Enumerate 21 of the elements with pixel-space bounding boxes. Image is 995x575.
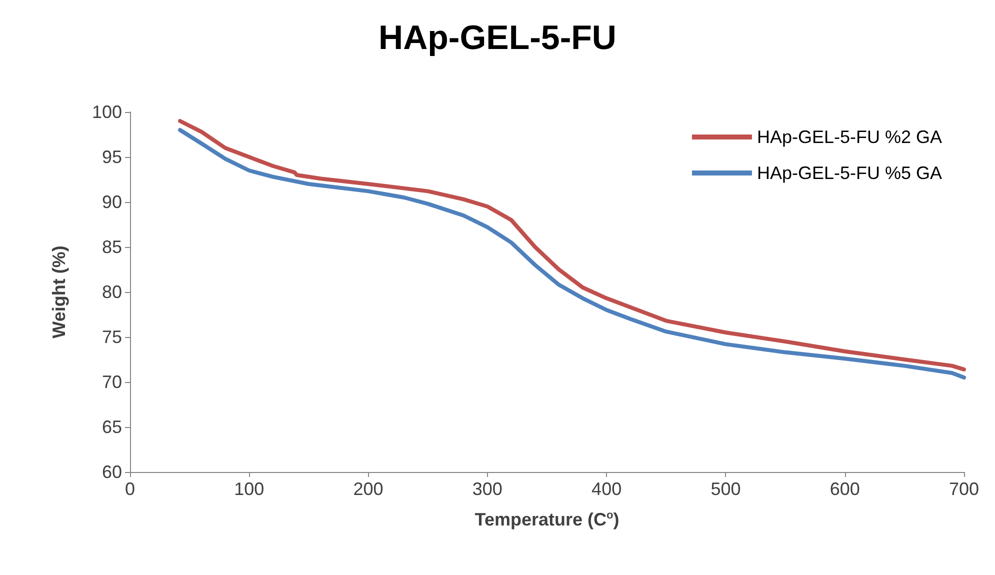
- y-tick-label: 65: [102, 417, 122, 437]
- y-tick-label: 95: [102, 147, 122, 167]
- y-tick-label: 70: [102, 372, 122, 392]
- y-tick-label: 60: [102, 462, 122, 482]
- y-tick-label: 80: [102, 282, 122, 302]
- y-axis-title: Weight (%): [49, 246, 69, 338]
- x-tick-label: 100: [234, 479, 264, 499]
- y-tick-label: 90: [102, 192, 122, 212]
- y-tick-label: 85: [102, 237, 122, 257]
- chart-title: HAp-GEL-5-FU: [378, 19, 616, 57]
- x-tick-label: 700: [948, 479, 980, 499]
- x-tick-label: 300: [472, 479, 502, 499]
- legend-label: HAp-GEL-5-FU %5 GA: [756, 163, 942, 183]
- x-tick-label: 200: [353, 479, 384, 499]
- legend-label: HAp-GEL-5-FU %2 GA: [756, 127, 942, 147]
- x-tick-label: 600: [830, 479, 860, 499]
- x-tick-label: 0: [124, 479, 136, 499]
- y-tick-label: 75: [102, 327, 122, 347]
- y-tick-label: 100: [92, 102, 122, 122]
- x-tick-label: 500: [710, 479, 741, 499]
- x-tick-label: 400: [592, 479, 622, 499]
